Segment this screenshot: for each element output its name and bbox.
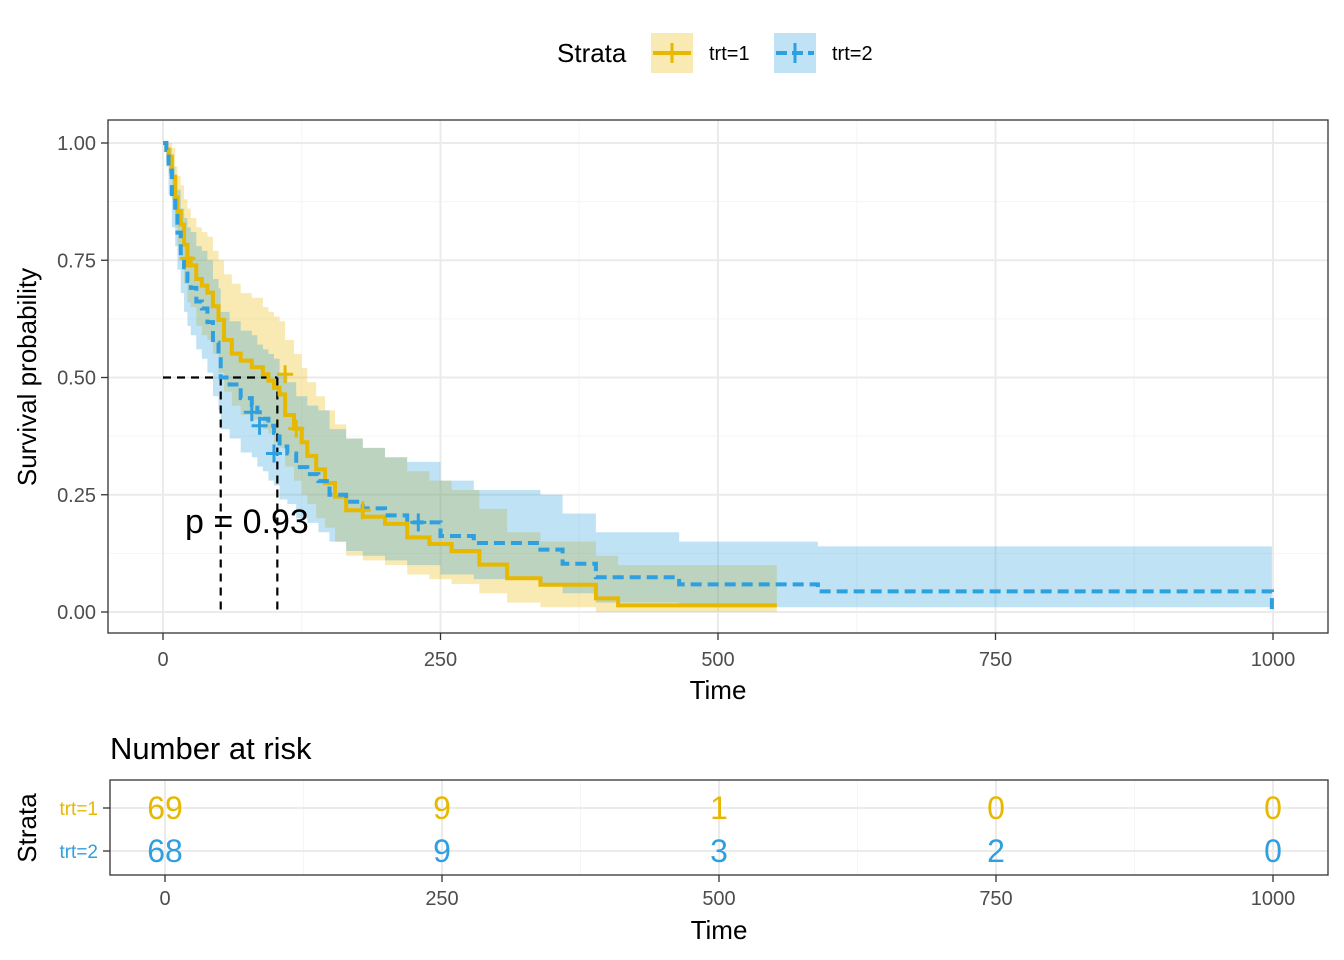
km-x-tick-label: 1000 xyxy=(1251,649,1296,671)
risk-x-tick-label: 500 xyxy=(702,888,735,910)
risk-table-strata-labels: trt=1 trt=2 xyxy=(59,799,110,863)
risk-y-axis-title: Strata xyxy=(12,793,42,863)
risk-cell-trt2: 2 xyxy=(987,833,1005,869)
km-x-tick-label: 250 xyxy=(424,649,457,671)
km-confidence-bands xyxy=(163,143,1272,612)
risk-x-tick-label: 0 xyxy=(159,888,170,910)
risk-x-tick-label: 750 xyxy=(979,888,1012,910)
survival-curve-trt1 xyxy=(163,141,777,608)
km-y-tick-label: 1.00 xyxy=(57,133,96,155)
km-y-tick-label: 0.50 xyxy=(57,368,96,390)
legend: Strata trt=1 trt=2 xyxy=(557,33,873,73)
ci-band-trt2 xyxy=(163,143,1272,612)
legend-title: Strata xyxy=(557,38,627,68)
risk-x-tick-label: 250 xyxy=(425,888,458,910)
risk-x-axis-title: Time xyxy=(691,915,748,945)
km-x-tick-label: 500 xyxy=(701,649,734,671)
risk-cell-trt1: 1 xyxy=(710,790,728,826)
km-pvalue-annotation: p = 0.93 xyxy=(185,503,309,541)
km-x-axis: 0 250 500 750 1000 xyxy=(157,633,1295,671)
risk-table-x-axis: 0 250 500 750 1000 xyxy=(159,875,1295,910)
km-x-tick-label: 0 xyxy=(157,649,168,671)
legend-label-trt2: trt=2 xyxy=(832,43,873,65)
km-x-axis-title: Time xyxy=(690,675,747,705)
km-y-axis-title: Survival probability xyxy=(12,268,42,486)
risk-x-tick-label: 1000 xyxy=(1251,888,1296,910)
km-grid xyxy=(108,120,1328,633)
km-y-tick-label: 0.75 xyxy=(57,250,96,272)
risk-cell-trt1: 69 xyxy=(147,790,183,826)
ci-band-trt1 xyxy=(163,143,777,612)
risk-cell-trt1: 0 xyxy=(1264,790,1282,826)
km-x-tick-label: 750 xyxy=(979,649,1012,671)
km-curves xyxy=(163,141,1274,612)
risk-cell-trt2: 9 xyxy=(433,833,451,869)
risk-cell-trt1: 0 xyxy=(987,790,1005,826)
risk-cell-trt2: 3 xyxy=(710,833,728,869)
legend-key-trt2 xyxy=(774,33,816,73)
risk-row-label-trt1: trt=1 xyxy=(59,799,98,820)
legend-key-trt1 xyxy=(651,33,693,73)
risk-table-title: Number at risk xyxy=(110,731,312,766)
km-y-tick-label: 0.00 xyxy=(57,602,96,624)
survival-curve-trt2 xyxy=(163,141,1274,612)
km-censor-marks xyxy=(179,249,427,532)
km-y-tick-label: 0.25 xyxy=(57,485,96,507)
km-y-axis: 0.00 0.25 0.50 0.75 1.00 xyxy=(57,133,108,624)
risk-table-cells: 69 9 1 0 0 68 9 3 2 0 xyxy=(147,790,1282,869)
risk-cell-trt2: 0 xyxy=(1264,833,1282,869)
risk-cell-trt2: 68 xyxy=(147,833,183,869)
risk-table-grid xyxy=(110,780,1328,875)
legend-label-trt1: trt=1 xyxy=(709,43,750,65)
risk-cell-trt1: 9 xyxy=(433,790,451,826)
risk-row-label-trt2: trt=2 xyxy=(59,842,98,863)
